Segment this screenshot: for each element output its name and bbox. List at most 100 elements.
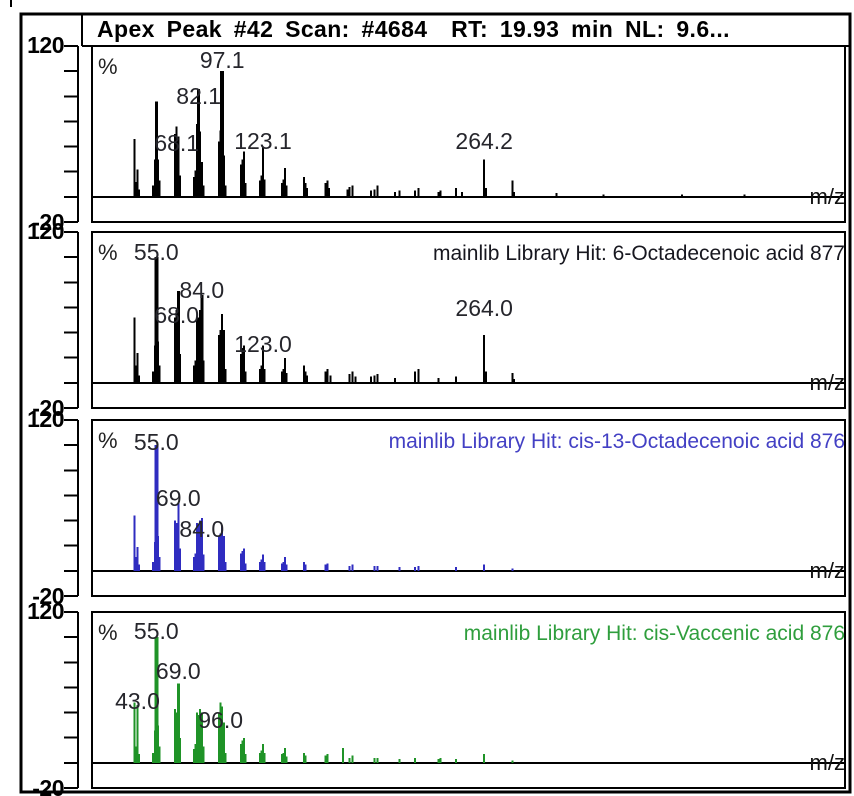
spectrum-bar: [221, 525, 224, 571]
spectrum-bar: [324, 755, 327, 763]
spectrum-bar: [196, 523, 199, 571]
spectrum-bar: [133, 515, 136, 571]
spectrum-bar: [192, 176, 195, 197]
spectrum-bar: [244, 754, 247, 763]
spectrum-bar: [178, 354, 181, 383]
spectrum-bar: [194, 744, 197, 763]
spectrum-bar: [285, 564, 288, 571]
spectrum-bar: [219, 533, 222, 571]
spectrum-bar: [133, 317, 136, 383]
spectrum-bar: [373, 375, 376, 383]
spectrum-bar: [260, 559, 263, 571]
spectrum-bar: [280, 563, 283, 571]
spectrum-bar: [351, 185, 354, 197]
spectrum-bar: [439, 190, 442, 197]
spectrum-bar: [222, 722, 225, 763]
spectrum-bar: [417, 565, 420, 571]
spectrum-bar: [398, 759, 401, 763]
spectrum-bar: [138, 754, 141, 763]
spectrum-bar: [680, 194, 683, 197]
spectrum-bar: [194, 170, 197, 197]
x-axis-mz-label: m/z: [809, 370, 845, 395]
plot-box: [91, 419, 846, 597]
spectrum-bar: [241, 740, 244, 763]
spectrum-bar: [194, 553, 197, 571]
spectrum-bar: [202, 185, 205, 197]
spectrum-bar: [158, 365, 161, 383]
peak-label-69.0: 69.0: [155, 657, 201, 684]
spectrum-bar: [196, 124, 199, 197]
y-axis-max-label: 120: [27, 598, 64, 624]
spectrum-bar: [283, 557, 286, 571]
spectrum-bar: [326, 180, 329, 197]
spectrum-bar: [156, 535, 159, 571]
panel-title-apex-scan: Apex Peak #42 Scan: #4684 RT: 19.93 min …: [97, 16, 730, 42]
spectrum-bar: [152, 562, 155, 571]
spectrum-bar: [282, 179, 285, 197]
spectrum-bar: [414, 371, 417, 383]
spectrum-bar: [280, 183, 283, 197]
spectrum-bar: [176, 683, 180, 763]
spectrum-bar: [156, 159, 159, 197]
spectrum-bar: [244, 563, 247, 571]
spectrum-bar: [154, 445, 159, 571]
spectrum-bar: [221, 313, 224, 383]
spectrum-bar: [177, 503, 180, 571]
spectrum-bar: [194, 360, 197, 383]
spectrum-bar: [196, 317, 199, 383]
spectrum-bar: [138, 189, 141, 197]
spectrum-bar: [329, 375, 332, 383]
spectrum-bar: [511, 760, 514, 763]
y-axis-max-label: 120: [27, 32, 64, 58]
spectrum-bar: [175, 126, 178, 197]
peak-label-123.0: 123.0: [234, 331, 292, 358]
spectrum-bar: [511, 180, 514, 197]
peak-label-97.1: 97.1: [199, 47, 245, 74]
spectrum-bar: [220, 71, 225, 197]
spectrum-bar: [241, 159, 244, 197]
spectrum-bar: [218, 335, 221, 383]
spectrum-bar: [202, 360, 205, 383]
peak-label-55.0: 55.0: [133, 429, 179, 456]
plot-box: [91, 231, 846, 409]
spectrum-bar: [152, 752, 155, 763]
spectrum-bar: [240, 164, 243, 197]
spectrum-bar: [200, 161, 203, 197]
spectrum-bar: [439, 757, 442, 763]
spectrum-bar: [326, 754, 329, 763]
spectrum-bar: [200, 518, 203, 571]
spectrum-bar: [373, 189, 376, 197]
spectrum-bar: [240, 553, 243, 571]
spectrum-bar: [393, 191, 396, 197]
spectrum-bar: [261, 146, 264, 197]
spectrum-bar: [484, 188, 487, 197]
spectrum-bar: [261, 554, 264, 571]
y-axis-min-label: -20: [32, 395, 64, 421]
spectrum-bar: [348, 565, 351, 571]
spectrum-bar: [512, 379, 515, 383]
spectrum-bar: [260, 175, 263, 197]
spectrum-bar: [134, 365, 137, 383]
spectrum-bar: [324, 371, 327, 383]
spectrum-bar: [282, 752, 285, 763]
spectrum-bar: [218, 712, 221, 763]
spectrum-bar: [222, 535, 225, 571]
peak-label-69.0: 69.0: [155, 485, 201, 512]
spectrum-bar: [200, 712, 203, 763]
peak-label-264.0: 264.0: [455, 295, 513, 322]
spectrum-bar: [454, 759, 457, 763]
spectrum-bar: [219, 330, 222, 383]
spectrum-bar: [283, 357, 286, 383]
spectrum-bar: [197, 525, 200, 571]
x-axis-mz-label: m/z: [809, 184, 845, 209]
spectrum-bar: [136, 352, 139, 383]
x-axis-mz-label: m/z: [809, 558, 845, 583]
spectrum-bar: [136, 169, 139, 197]
spectrum-bar: [258, 752, 261, 763]
spectrum-bar: [304, 183, 307, 197]
spectrum-bar: [218, 535, 221, 571]
spectrum-bar: [154, 637, 159, 763]
spectrum-bar: [176, 291, 180, 383]
spectrum-bar: [134, 181, 137, 197]
